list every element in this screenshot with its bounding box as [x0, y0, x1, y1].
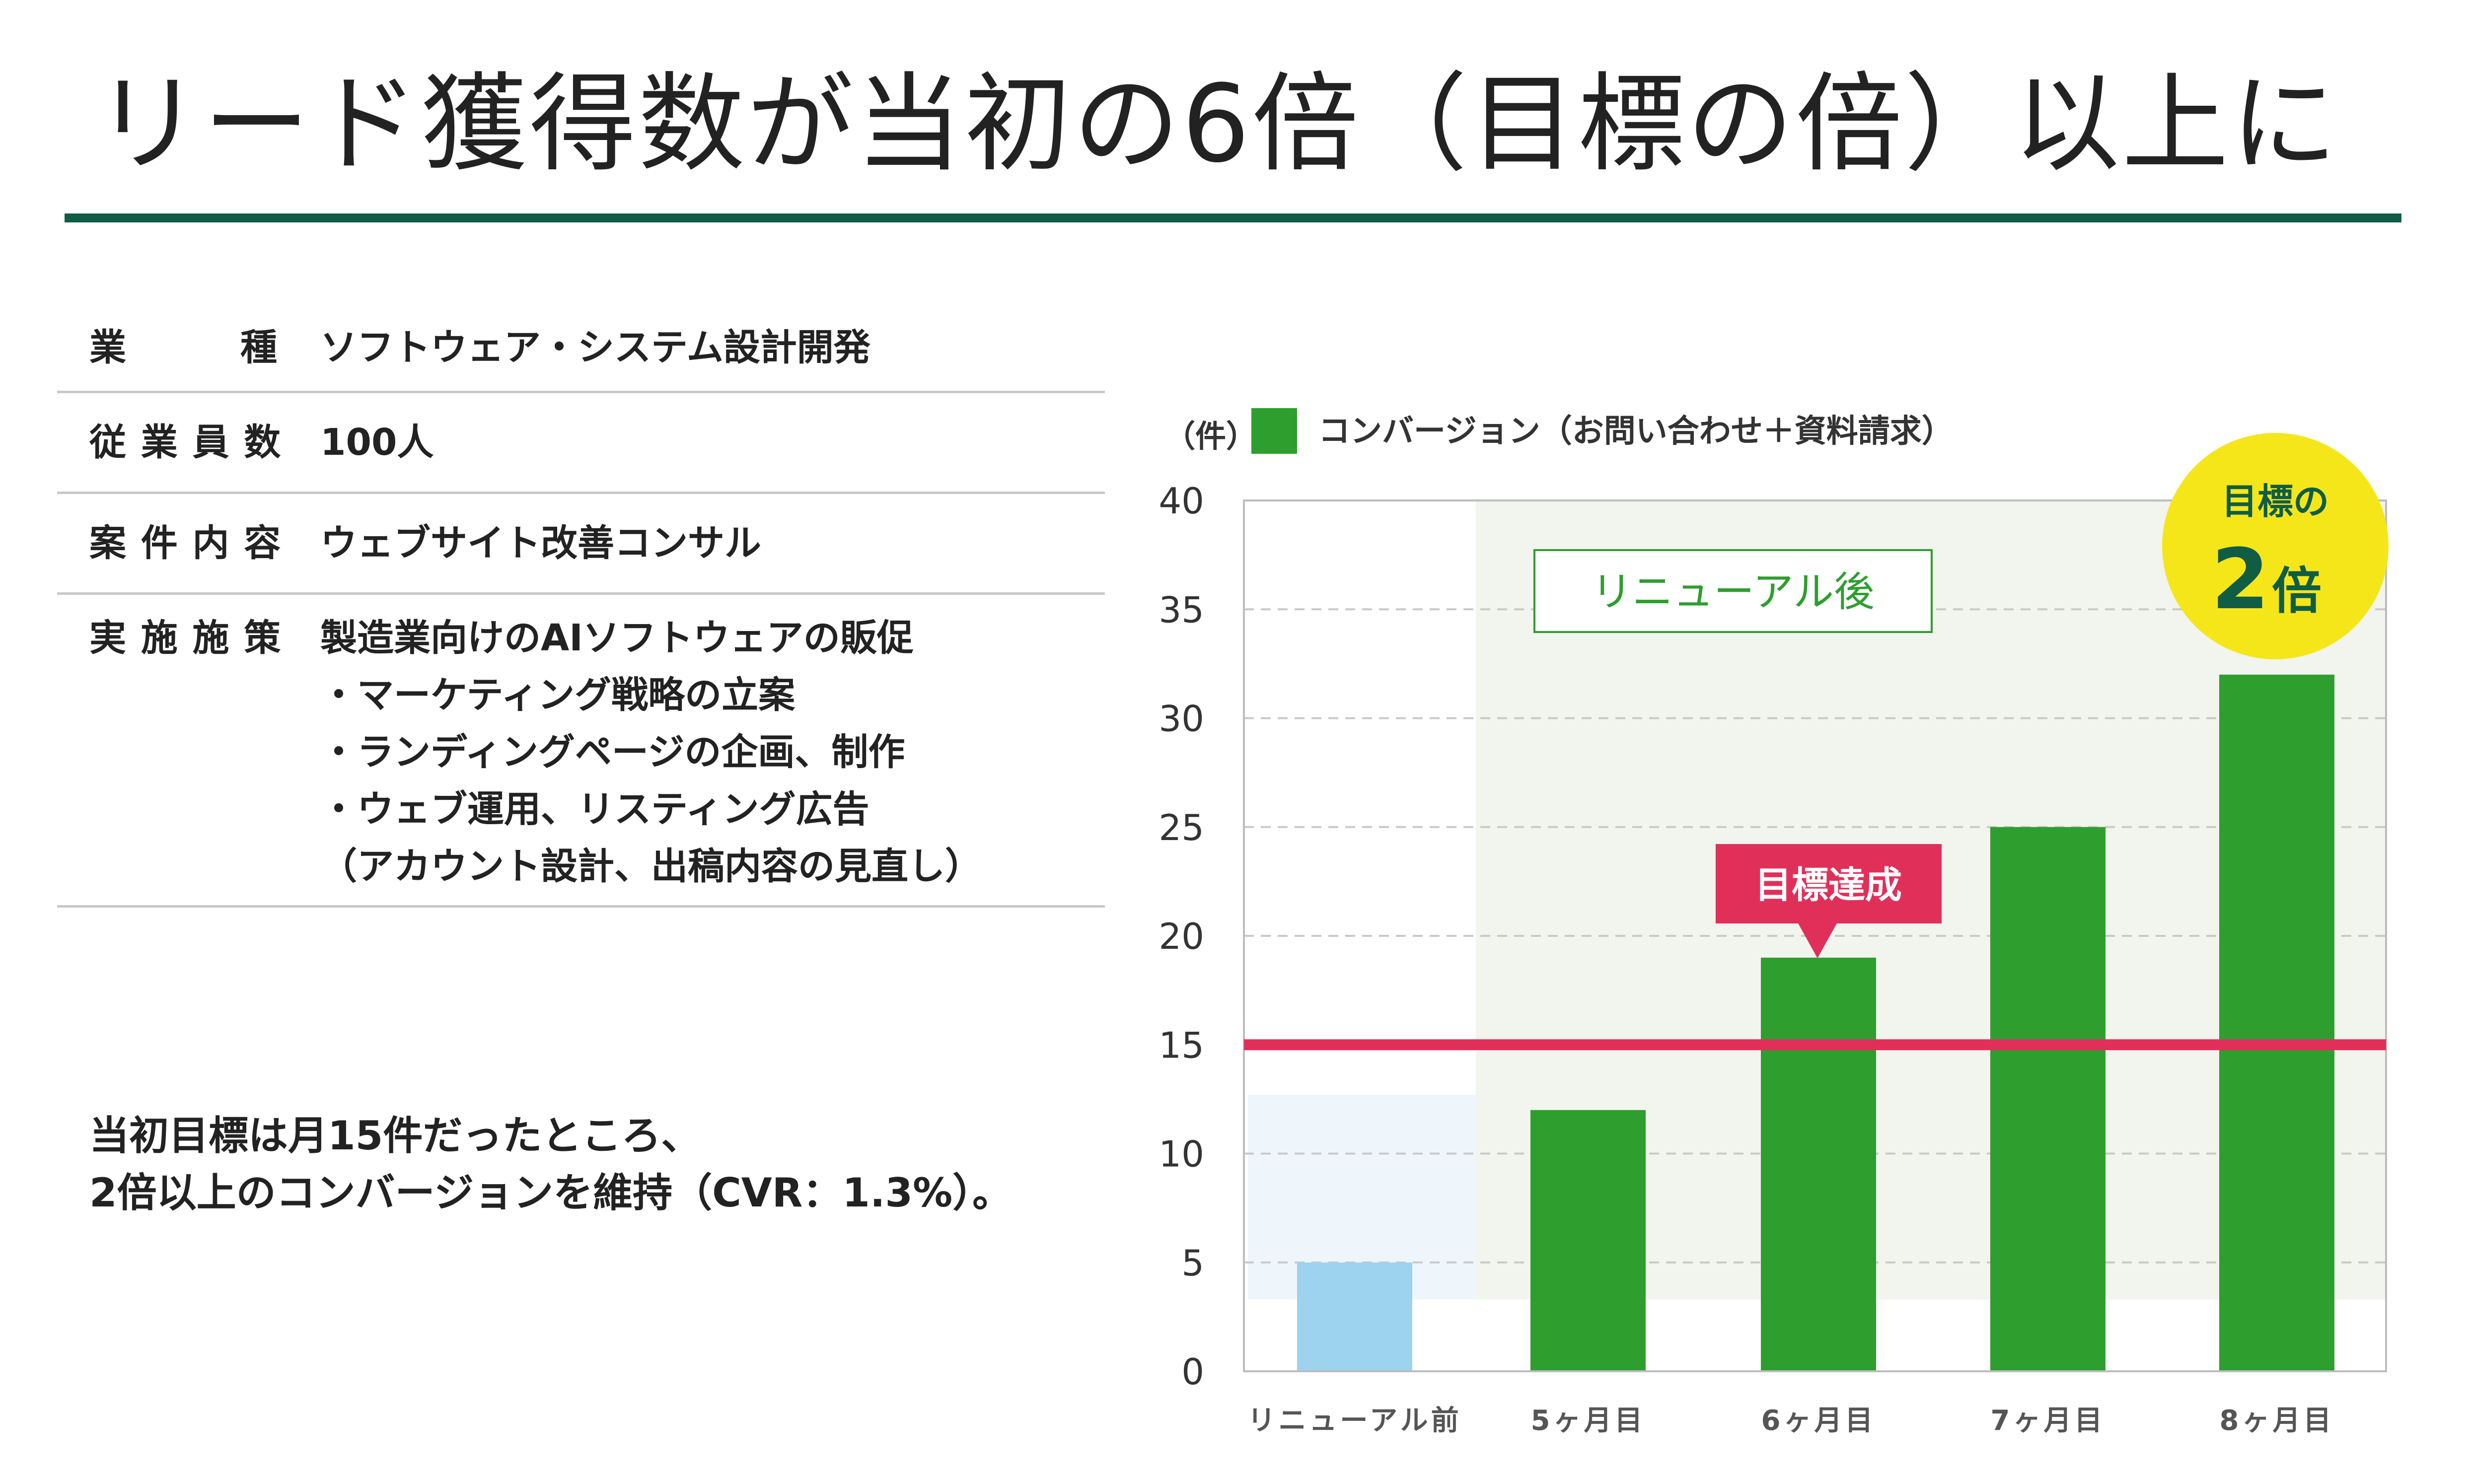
info-value-line: ・マーケティング戦略の立案	[320, 674, 796, 716]
info-value-line: ・ウェブ運用、リスティング広告	[320, 788, 870, 831]
project-info-table: 業 種 ソフトウェア・システム設計開発 従 業 員 数 100人 案 件 内 容…	[57, 318, 1105, 908]
y-tick-label: 40	[1159, 480, 1204, 522]
info-value-line: 100人	[320, 421, 434, 464]
legend-label: コンバージョン（お問い合わせ＋資料請求）	[1318, 413, 1954, 450]
y-tick-label: 20	[1159, 916, 1204, 957]
achieved-label: 目標達成	[1755, 864, 1902, 907]
y-tick-label: 0	[1181, 1351, 1204, 1393]
plot-frame	[1243, 499, 2387, 1372]
info-value-line: ・ランディングページの企画、制作	[320, 731, 905, 774]
summary-line: 当初目標は月15件だったところ、	[89, 1113, 701, 1159]
legend-swatch	[1251, 408, 1297, 454]
bar-4	[1990, 827, 2105, 1371]
x-tick-label: 6ヶ月目	[1761, 1405, 1876, 1437]
info-label: 案 件 内 容	[89, 522, 282, 565]
info-value: 製造業向けのAIソフトウェアの販促 ・マーケティング戦略の立案 ・ランディングペ…	[320, 610, 982, 905]
info-value-line: ソフトウェア・システム設計開発	[320, 326, 870, 369]
y-axis-label: （件）	[1164, 418, 1257, 454]
info-value: 100人	[320, 393, 434, 492]
renewal-label-box	[1533, 549, 1933, 633]
y-tick-label: 35	[1159, 589, 1204, 631]
bar-3	[1761, 957, 1876, 1371]
page-title: リード獲得数が当初の6倍（目標の倍）以上に	[94, 62, 2339, 186]
x-tick-label: 5ヶ月目	[1531, 1405, 1646, 1437]
y-tick-label: 30	[1159, 698, 1204, 740]
bar-1	[1297, 1262, 1412, 1371]
info-value-line: ウェブサイト改善コンサル	[320, 522, 761, 565]
goal-badge-top-label: 目標の	[2222, 481, 2329, 522]
x-tick-label: リニューアル前	[1247, 1405, 1461, 1437]
goal-badge-unit: 倍	[2272, 562, 2321, 620]
info-row-project: 案 件 内 容 ウェブサイト改善コンサル	[57, 494, 1105, 595]
info-value: ウェブサイト改善コンサル	[320, 494, 761, 592]
info-value-line: 製造業向けのAIソフトウェアの販促	[320, 617, 914, 659]
info-value: ソフトウェア・システム設計開発	[320, 323, 870, 391]
info-row-measures: 実 施 施 策 製造業向けのAIソフトウェアの販促 ・マーケティング戦略の立案 …	[57, 595, 1105, 908]
info-label: 実 施 施 策	[89, 617, 282, 659]
goal-badge-circle	[2162, 433, 2389, 659]
y-tick-label: 5	[1181, 1242, 1204, 1284]
goal-badge-number: 2	[2211, 531, 2269, 628]
y-tick-label: 15	[1159, 1024, 1204, 1066]
info-row-industry: 業 種 ソフトウェア・システム設計開発	[57, 318, 1105, 393]
info-label: 業 種	[89, 326, 278, 369]
info-label: 従 業 員 数	[89, 421, 282, 464]
title-underline	[65, 213, 2401, 222]
info-row-employees: 従 業 員 数 100人	[57, 393, 1105, 494]
summary-text: 当初目標は月15件だったところ、 2倍以上のコンバージョンを維持（CVR：1.3…	[89, 1107, 1012, 1221]
y-tick-label: 10	[1159, 1133, 1204, 1175]
achieved-callout-box	[1716, 844, 1942, 923]
x-tick-label: 7ヶ月目	[1991, 1405, 2105, 1437]
bar-5	[2219, 674, 2334, 1371]
info-value-line: （アカウント設計、出稿内容の見直し）	[320, 845, 982, 888]
summary-line: 2倍以上のコンバージョンを維持（CVR：1.3%）。	[89, 1170, 1013, 1216]
bar-2	[1530, 1110, 1646, 1371]
renewal-label: リニューアル後	[1592, 568, 1875, 616]
x-tick-label: 8ヶ月目	[2220, 1405, 2334, 1437]
achieved-callout-pointer	[1798, 922, 1837, 958]
y-tick-label: 25	[1159, 807, 1204, 848]
